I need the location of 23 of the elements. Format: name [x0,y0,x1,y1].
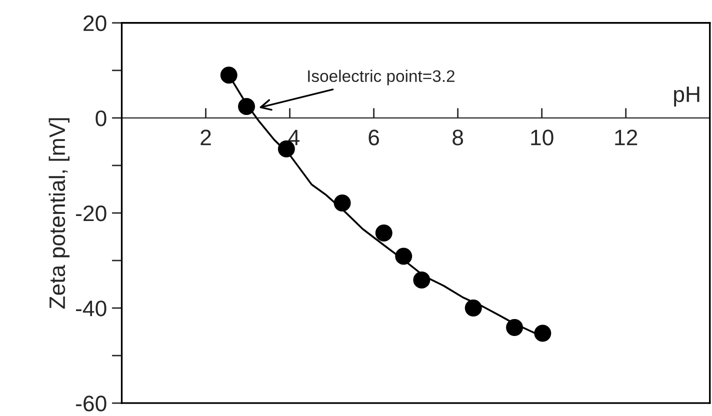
point [238,98,256,116]
x-tick-label: 12 [615,130,638,146]
y-tick-label: 0 [96,110,106,126]
y-tick-label: -20 [76,206,106,222]
x-tick-label: 2 [200,130,211,146]
y-tick-label: -60 [76,396,106,412]
y-tick-label: -40 [76,300,106,316]
point [506,319,524,336]
y-axis-title: Zeta potential, [mV] [48,118,70,309]
point [534,324,552,342]
x-tick-label: 4 [288,130,300,146]
point [464,300,482,317]
point [375,224,392,242]
point [334,194,351,212]
x-tick-label: 8 [452,130,464,146]
x-axis-title: pH [674,86,700,107]
x-tick-label: 10 [531,130,554,146]
y-tick-label: 20 [84,15,106,32]
annotation: Isoelectric point=3.2 [308,70,454,86]
x-tick-label: 6 [368,130,380,146]
point [413,272,430,289]
point [395,248,412,265]
point [220,66,238,84]
